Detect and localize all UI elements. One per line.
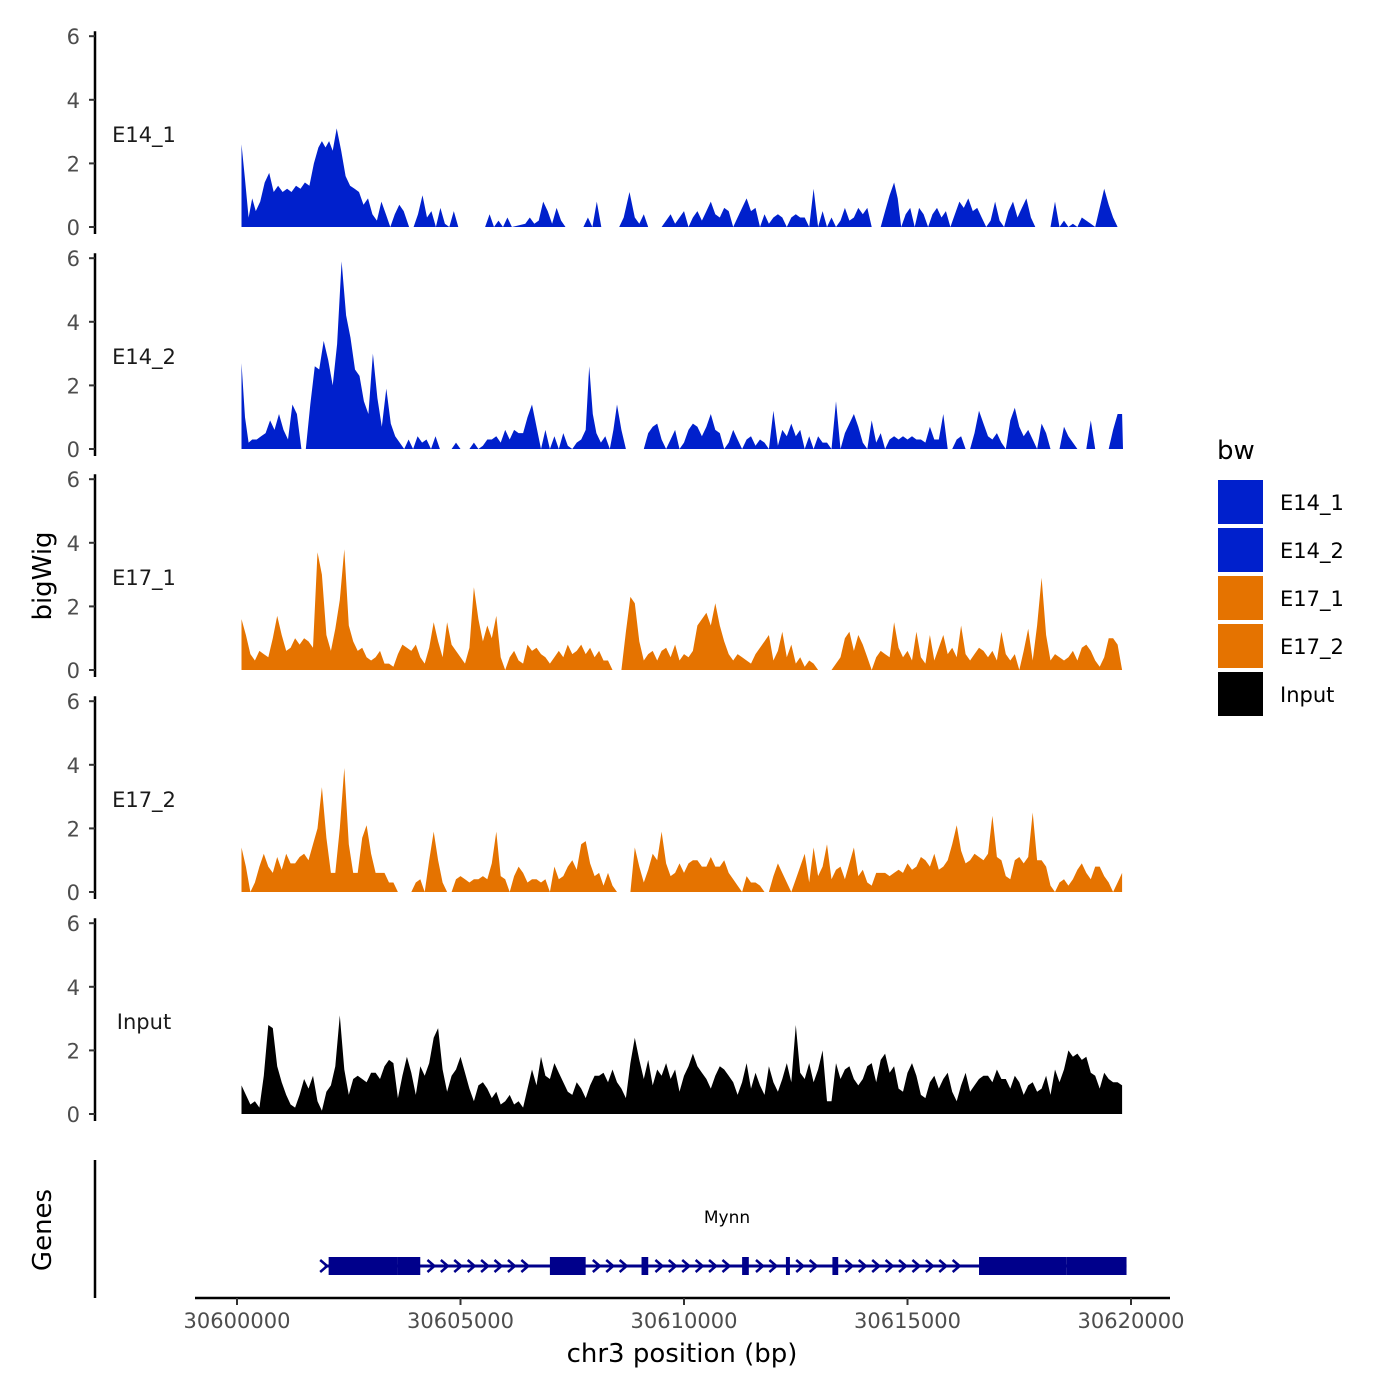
y-tick-label: 6 — [67, 912, 80, 936]
strand-arrow — [426, 1259, 437, 1273]
gene-exon — [641, 1257, 649, 1275]
strand-arrow — [795, 1259, 806, 1273]
strand-arrow — [605, 1259, 616, 1273]
y-axis-title: bigWig — [28, 531, 58, 620]
strand-arrow — [668, 1259, 678, 1273]
strand-arrow — [681, 1259, 692, 1273]
gene-exon — [979, 1257, 1067, 1275]
y-tick-label: 0 — [67, 659, 80, 683]
strand-arrow — [898, 1259, 908, 1273]
coverage-area-input — [241, 1015, 1123, 1114]
y-tick-label: 6 — [67, 468, 80, 492]
y-tick-label: 2 — [67, 1039, 80, 1063]
strand-arrow — [708, 1259, 718, 1273]
y-tick-label: 0 — [67, 216, 80, 240]
y-tick-label: 4 — [67, 89, 80, 113]
strand-arrow — [466, 1259, 477, 1273]
track-e14-2: 0 2 4 6 E14_2 — [67, 247, 1123, 462]
gene-exon — [328, 1257, 398, 1275]
track-e17-1: 0 2 4 6 E17_1 — [67, 468, 1123, 683]
y-tick-label: 6 — [67, 690, 80, 714]
strand-arrow — [493, 1259, 504, 1273]
x-axis-title: chr3 position (bp) — [567, 1339, 798, 1369]
strand-arrow — [507, 1259, 517, 1273]
track-e14-1: 0 2 4 6 E14_1 — [67, 25, 1118, 240]
strand-arrow — [520, 1259, 531, 1273]
strand-arrow — [654, 1259, 665, 1273]
track-input: 0 2 4 6 Input — [67, 912, 1123, 1127]
coverage-area-e14-1 — [241, 128, 1118, 227]
strand-arrow — [938, 1259, 949, 1273]
x-tick-label: 30610000 — [631, 1309, 738, 1333]
y-tick-label: 2 — [67, 374, 80, 398]
y-tick-label: 6 — [67, 247, 80, 271]
gene-exon — [832, 1257, 839, 1275]
strand-arrow — [951, 1259, 962, 1273]
track-label: E14_1 — [112, 123, 176, 148]
genes-track-label: Genes — [28, 1189, 58, 1271]
gene-name-label: Mynn — [704, 1208, 750, 1228]
x-tick-label: 30605000 — [407, 1309, 514, 1333]
legend: bw E14_1 E14_2 E17_1 E17_2 Input — [1217, 436, 1344, 716]
coverage-area-e17-1 — [241, 549, 1123, 670]
track-label: E17_1 — [112, 566, 176, 591]
y-tick-label: 0 — [67, 438, 80, 462]
y-tick-label: 0 — [67, 881, 80, 905]
strand-arrow — [480, 1259, 491, 1273]
gene-exon — [397, 1257, 421, 1275]
strand-arrow — [721, 1259, 732, 1273]
y-tick-label: 0 — [67, 1103, 80, 1127]
legend-label: E17_1 — [1280, 587, 1344, 612]
track-label: E14_2 — [112, 345, 176, 370]
x-tick-label: 30615000 — [854, 1309, 961, 1333]
track-label: Input — [117, 1010, 171, 1034]
x-tick-label: 30600000 — [184, 1309, 291, 1333]
legend-swatch — [1218, 624, 1263, 668]
strand-arrow — [911, 1259, 922, 1273]
legend-swatch — [1218, 672, 1263, 716]
strand-arrow — [884, 1259, 895, 1273]
coverage-area-e17-2 — [241, 768, 1123, 892]
legend-swatch — [1218, 480, 1263, 524]
legend-swatch — [1218, 576, 1263, 620]
strand-arrow — [319, 1259, 330, 1273]
strand-arrow — [755, 1259, 765, 1273]
y-tick-label: 2 — [67, 595, 80, 619]
track-e17-2: 0 2 4 6 E17_2 — [67, 690, 1123, 905]
y-tick-label: 2 — [67, 152, 80, 176]
legend-label: E14_2 — [1280, 539, 1344, 564]
strand-arrow — [618, 1259, 629, 1273]
x-tick-label: 30620000 — [1078, 1309, 1185, 1333]
y-tick-label: 4 — [67, 754, 80, 778]
legend-swatch — [1218, 528, 1263, 572]
strand-arrow — [694, 1259, 705, 1273]
strand-arrow — [453, 1259, 464, 1273]
strand-arrow — [871, 1259, 882, 1273]
legend-label: E14_1 — [1280, 491, 1344, 516]
y-tick-label: 6 — [67, 25, 80, 49]
legend-label: Input — [1280, 683, 1334, 707]
y-tick-label: 2 — [67, 817, 80, 841]
strand-arrow — [844, 1259, 855, 1273]
legend-label: E17_2 — [1280, 635, 1344, 660]
track-label: E17_2 — [112, 788, 176, 813]
coverage-area-e14-2 — [241, 261, 1123, 449]
y-tick-label: 4 — [67, 976, 80, 1000]
legend-title: bw — [1217, 436, 1255, 466]
strand-arrow — [925, 1259, 935, 1273]
gene-exon — [742, 1257, 749, 1275]
y-tick-label: 4 — [67, 532, 80, 556]
gene-exon — [785, 1257, 790, 1275]
strand-arrow — [440, 1259, 450, 1273]
strand-arrow — [857, 1259, 868, 1273]
strand-arrow — [808, 1259, 819, 1273]
gene-exon — [549, 1257, 586, 1275]
y-tick-label: 4 — [67, 311, 80, 335]
gene-exon — [1066, 1257, 1127, 1275]
strand-arrow — [592, 1259, 602, 1273]
strand-arrow — [768, 1259, 779, 1273]
